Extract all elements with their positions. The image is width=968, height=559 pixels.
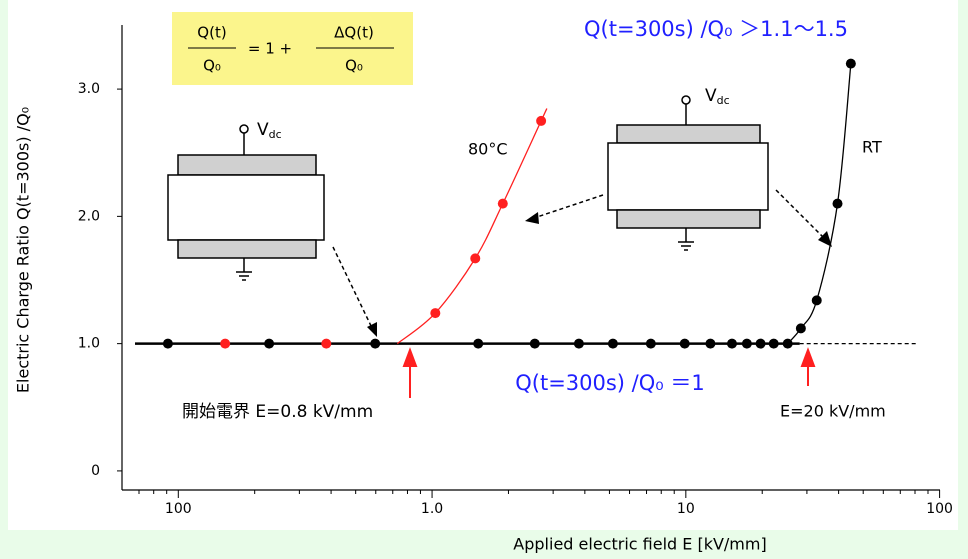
plot-background <box>8 0 958 530</box>
data-point <box>726 338 737 349</box>
formula-denominator: Q₀ <box>345 57 363 75</box>
electrode <box>616 209 761 229</box>
data-point <box>264 338 275 349</box>
x-tick-label: 1.0 <box>421 501 443 517</box>
onset-arrow <box>800 347 816 386</box>
voltage-symbol: V <box>257 120 269 140</box>
series-label: RT <box>862 138 882 157</box>
data-layer <box>135 58 918 349</box>
data-point <box>679 338 690 349</box>
pointer-arrow <box>533 194 604 219</box>
data-point <box>497 198 508 209</box>
x-tick-label: 10 <box>677 501 695 517</box>
ground <box>236 258 252 281</box>
data-point <box>845 58 856 69</box>
data-point <box>220 338 231 349</box>
data-point <box>768 338 779 349</box>
formula-denominator: Q₀ <box>203 57 221 75</box>
arrow-head <box>367 322 377 337</box>
data-point <box>741 338 752 349</box>
data-point <box>811 295 822 306</box>
terminal <box>239 124 249 134</box>
data-point <box>536 115 547 126</box>
y-tick-label: 3.0 <box>78 81 100 97</box>
voltage-subscript: dc <box>269 128 282 141</box>
data-point <box>573 338 584 349</box>
y-axis-label: Electric Charge Ratio Q(t=300s) /Q₀ <box>14 107 33 393</box>
ground <box>678 228 694 251</box>
data-point <box>162 338 173 349</box>
data-point <box>607 338 618 349</box>
data-point <box>473 338 484 349</box>
y-tick-label: 1.0 <box>78 336 100 352</box>
data-point <box>430 308 441 319</box>
data-point <box>470 253 481 264</box>
data-point <box>795 323 806 334</box>
onset-arrow <box>402 347 418 398</box>
data-point <box>645 338 656 349</box>
voltage-label: Vdc <box>257 120 282 141</box>
electrode <box>177 154 317 176</box>
formula-middle: = 1 + <box>248 40 292 58</box>
y-tick-label: 0 <box>91 463 100 479</box>
formula-numerator: Q(t) <box>197 24 226 42</box>
onset-label: E=20 kV/mm <box>780 402 886 421</box>
series-label: 80°C <box>468 140 508 159</box>
formula-numerator: ΔQ(t) <box>334 24 374 42</box>
voltage-symbol: V <box>705 86 717 106</box>
x-axis-label: Applied electric field E [kV/mm] <box>513 535 766 554</box>
voltage-subscript: dc <box>717 94 730 107</box>
onset-label: 開始電界 E=0.8 kV/mm <box>182 402 373 422</box>
data-point <box>370 338 381 349</box>
data-point <box>755 338 766 349</box>
arrow-head <box>818 231 832 247</box>
electrode <box>177 239 317 259</box>
x-tick-label: 100 <box>926 501 953 517</box>
data-point <box>529 338 540 349</box>
dielectric <box>167 174 325 241</box>
terminal <box>681 95 691 105</box>
data-point <box>782 338 793 349</box>
data-point <box>832 198 843 209</box>
arrow-head <box>525 212 539 224</box>
electrode <box>616 124 761 144</box>
pointer-arrow <box>775 189 827 241</box>
dielectric <box>607 142 769 211</box>
upper-annotation: Q(t=300s) /Q₀ ＞1.1～1.5 <box>584 17 848 41</box>
data-point <box>705 338 716 349</box>
voltage-label: Vdc <box>705 86 730 107</box>
lower-annotation: Q(t=300s) /Q₀ ＝1 <box>515 371 705 395</box>
pointer-arrow <box>332 246 374 331</box>
y-tick-label: 2.0 <box>78 208 100 224</box>
data-point <box>321 338 332 349</box>
x-tick-label: 100 <box>165 501 192 517</box>
